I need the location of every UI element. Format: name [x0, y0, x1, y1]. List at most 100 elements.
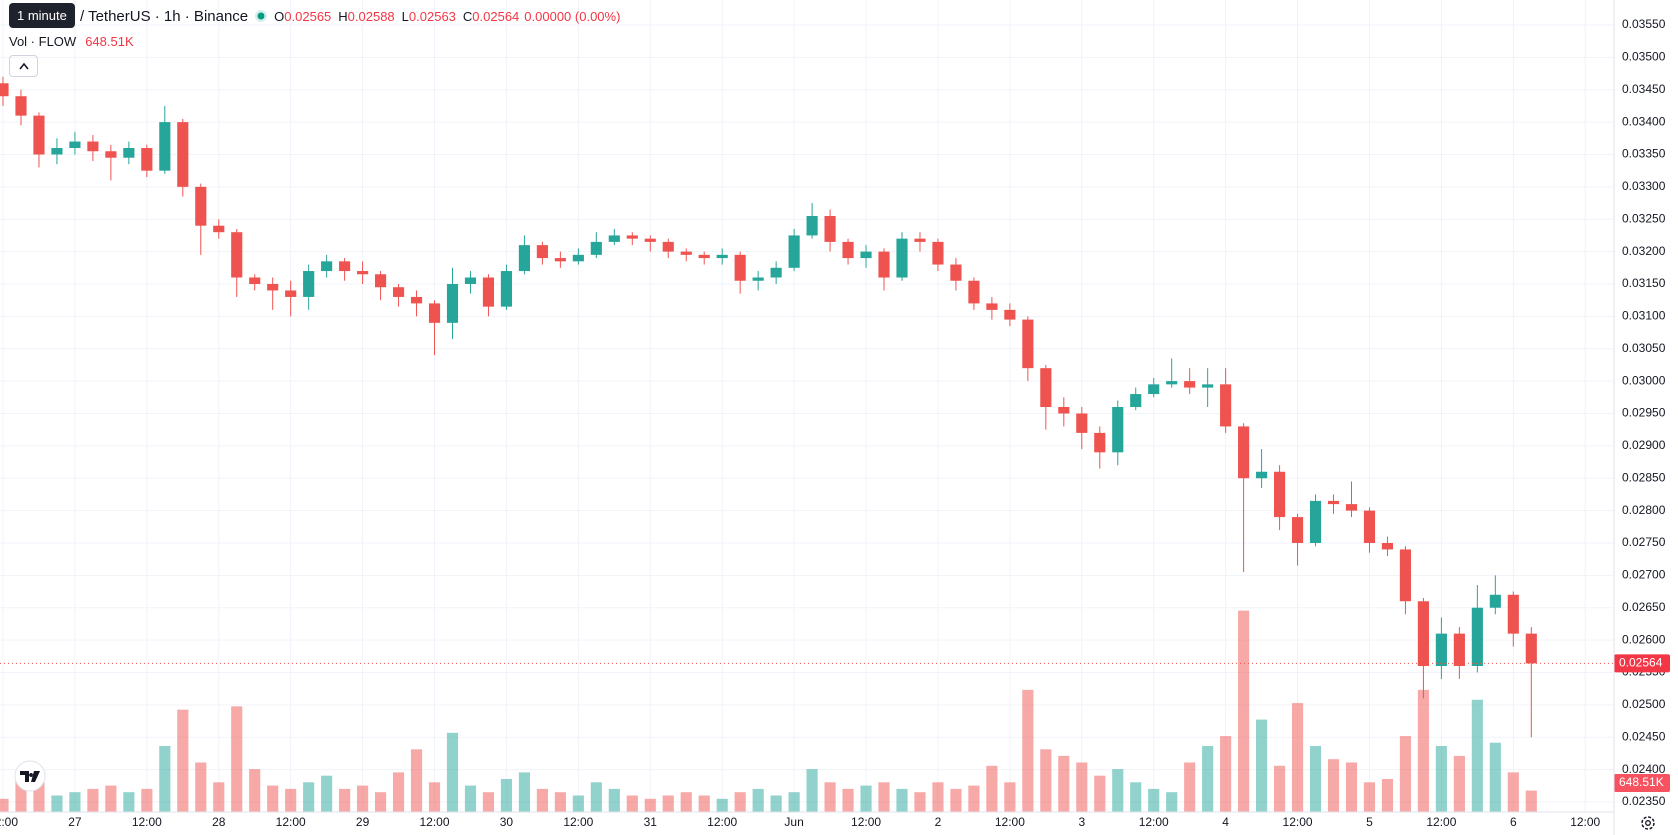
volume-bar — [482, 792, 495, 812]
x-tick-label: 27 — [68, 815, 82, 829]
candle-body — [1256, 471, 1268, 479]
candle-body — [572, 254, 584, 262]
candle-body — [464, 277, 477, 284]
ohlc-value: 0.02588 — [347, 8, 395, 24]
volume-bar — [0, 798, 9, 812]
candle-body — [1327, 500, 1340, 505]
volume-bar — [33, 782, 45, 812]
volume-bar — [1256, 719, 1268, 812]
candle-body — [788, 235, 800, 268]
volume-bar — [950, 788, 962, 812]
candle-body — [734, 254, 746, 281]
candle-body — [1184, 381, 1196, 388]
candle-body — [1040, 368, 1052, 408]
x-tick-label: 2 — [935, 815, 942, 829]
volume-bar — [554, 792, 566, 812]
volume-tag-label: 648.51K — [1619, 775, 1664, 789]
volume-bar — [1345, 762, 1358, 812]
volume-bar — [15, 772, 27, 812]
volume-bar — [860, 785, 872, 812]
candle-body — [1166, 381, 1178, 385]
x-tick-label: 12:00 — [276, 815, 306, 829]
y-tick-label: 0.03200 — [1622, 244, 1666, 258]
volume-bar — [680, 792, 692, 812]
candle-body — [716, 254, 728, 259]
x-tick-label: 12:00 — [132, 815, 162, 829]
symbol[interactable]: / TetherUS · 1h · Binance — [80, 7, 249, 25]
candle-body — [51, 148, 63, 155]
volume-bar — [105, 785, 117, 812]
candle-body — [1220, 384, 1232, 427]
volume-bar — [375, 792, 387, 812]
collapse-button[interactable] — [9, 55, 38, 77]
x-tick-label: Jun — [784, 815, 803, 829]
volume-bar — [195, 762, 207, 812]
ohlc: O0.02565 H0.02588 L0.02563 C0.02564 — [274, 9, 519, 24]
y-tick-label: 0.03350 — [1622, 147, 1666, 161]
candle-body — [123, 148, 135, 158]
y-tick-label: 0.03000 — [1622, 373, 1666, 387]
volume-bar — [1094, 775, 1106, 812]
volume-bar — [357, 785, 369, 812]
y-tick-label: 0.03100 — [1622, 309, 1666, 323]
candle-body — [662, 241, 674, 252]
volume-bar — [968, 785, 980, 812]
candle-body — [1238, 426, 1250, 479]
y-tick-label: 0.02950 — [1622, 406, 1666, 420]
volume-bar — [1004, 782, 1016, 812]
candle-body — [824, 215, 836, 242]
volume-bar — [734, 792, 746, 812]
candle-body — [231, 232, 243, 278]
volume-bar — [1166, 792, 1178, 812]
volume-bar — [1273, 765, 1286, 812]
ohlc-key: C — [462, 8, 473, 24]
candle-body — [1489, 594, 1501, 608]
status-dot — [255, 10, 268, 22]
volume-bar — [1399, 736, 1412, 812]
volume-bar — [770, 795, 782, 812]
candle-body — [1507, 594, 1519, 634]
x-tick-label: 12:00 — [1139, 815, 1169, 829]
volume-bar — [1309, 745, 1322, 812]
volume-bar — [626, 795, 638, 812]
candle-body — [932, 241, 944, 265]
volume-bar — [572, 795, 584, 812]
x-tick-label: 4 — [1222, 815, 1229, 829]
volume-bar — [159, 745, 171, 812]
candle-body — [770, 267, 782, 278]
volume-bar — [644, 798, 656, 812]
logo-mark — [20, 771, 40, 782]
volume-bar — [285, 788, 297, 812]
candle-body — [87, 141, 99, 152]
volume-bar — [1507, 772, 1519, 812]
ohlc-key: H — [338, 8, 348, 24]
volume-bar — [608, 788, 620, 812]
candle-body — [1094, 432, 1106, 453]
y-tick-label: 0.02700 — [1622, 568, 1666, 582]
volume-bar — [1022, 689, 1034, 812]
candle-body — [1525, 633, 1537, 664]
volume-bar — [788, 792, 800, 812]
settings-icon[interactable] — [1641, 816, 1655, 830]
change: 0.00000 (0.00%) — [524, 8, 621, 24]
volume-bar — [1058, 755, 1070, 812]
candle-body — [878, 251, 890, 278]
y-tick-label: 0.02600 — [1622, 632, 1666, 646]
ohlc-item: O0.02565 — [274, 9, 331, 24]
volume-bar — [1327, 759, 1340, 812]
volume-bar — [1363, 782, 1376, 812]
candle-body — [1399, 549, 1412, 602]
volume-bar — [1238, 610, 1250, 812]
candle-body — [195, 186, 207, 226]
volume-bar — [500, 778, 513, 812]
tooltip: 1 minute — [9, 3, 75, 28]
candle-body — [482, 277, 495, 307]
volume-bar — [392, 772, 405, 812]
candle-body — [177, 122, 189, 187]
y-tick-label: 0.02750 — [1622, 535, 1666, 549]
volume-bar — [1489, 742, 1501, 812]
ohlc-value: 0.02564 — [472, 8, 520, 24]
x-tick-label: 6 — [1510, 815, 1517, 829]
volume-bar — [1525, 790, 1537, 812]
